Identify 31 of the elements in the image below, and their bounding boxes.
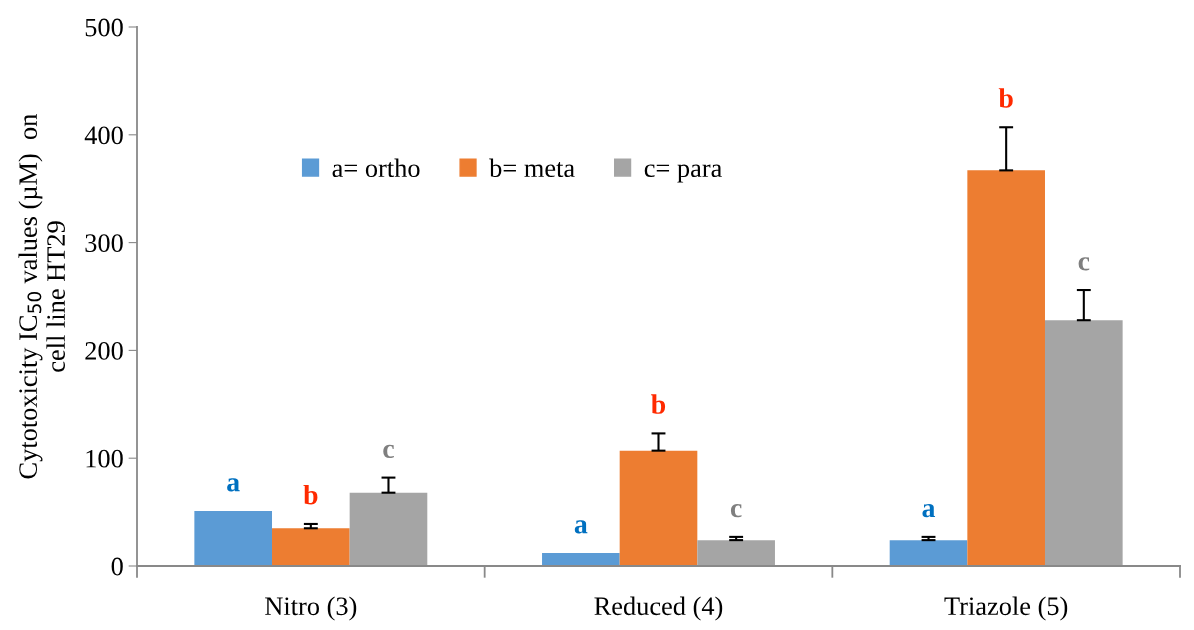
data-label: b — [998, 88, 1013, 108]
data-label: c — [1078, 257, 1090, 271]
x-tick-label: Reduced (4) — [594, 596, 723, 621]
legend-label: c= para — [644, 164, 722, 183]
x-tick-label: Triazole (5) — [944, 596, 1068, 621]
bar — [542, 553, 620, 566]
bar — [889, 540, 968, 566]
y-tick-label: 200 — [85, 342, 123, 360]
data-label: a — [574, 520, 588, 534]
x-tick-label: Nitro (3) — [265, 596, 357, 621]
data-label: c — [730, 504, 742, 518]
bar — [194, 511, 273, 566]
bar — [697, 540, 775, 566]
bar — [967, 170, 1045, 566]
data-label: c — [383, 444, 394, 459]
data-label: b — [303, 484, 318, 505]
data-label: b — [651, 394, 666, 414]
y-axis-title: Cytotoxicity IC$_{50}$ values (µM) on cell line HT29 — [18, 114, 65, 479]
y-tick-label: 0 — [111, 557, 123, 576]
legend-label: a= ortho — [332, 158, 420, 178]
y-tick-label: 500 — [85, 18, 123, 37]
bar — [349, 492, 428, 566]
y-tick-label: 300 — [85, 234, 123, 253]
data-label: a — [922, 504, 936, 518]
bar — [619, 450, 698, 566]
y-tick-label: 400 — [84, 126, 123, 145]
bar — [272, 528, 350, 566]
bar — [1044, 320, 1123, 566]
data-label: a — [227, 478, 240, 492]
legend-label: b= meta — [489, 158, 575, 178]
y-tick-label: 100 — [86, 449, 123, 468]
